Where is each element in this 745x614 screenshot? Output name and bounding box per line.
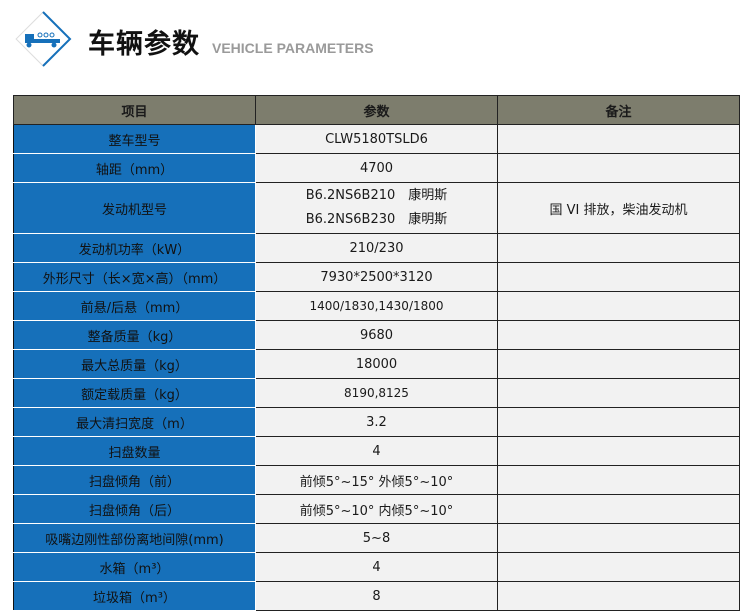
vehicle-parameters-table: 项目 参数 备注 整车型号 CLW5180TSLD6 轴距（mm） 4700 发动机型号… [13, 95, 740, 611]
param-label: 吸嘴边刚性部份离地间隙(mm) [13, 523, 256, 553]
column-header-value: 参数 [255, 95, 498, 125]
page-title: 车辆参数 [88, 29, 200, 60]
param-note [497, 153, 740, 183]
param-label: 垃圾箱（m³） [13, 581, 256, 611]
param-note [497, 465, 740, 495]
param-label: 外形尺寸（长×宽×高）（mm） [13, 262, 256, 292]
column-header-note: 备注 [497, 95, 740, 125]
param-label: 扫盘倾角（后） [13, 494, 256, 524]
param-value: 1400/1830,1430/1800 [255, 291, 498, 321]
param-label: 扫盘数量 [13, 436, 256, 466]
param-note: 国 VI 排放，柴油发动机 [497, 182, 740, 234]
table-row: 发动机型号 B6.2NS6B210 康明斯 B6.2NS6B230 康明斯 国 VI … [13, 182, 740, 234]
param-label: 发动机型号 [13, 182, 256, 234]
param-value: 前倾5°~15° 外倾5°~10° [255, 465, 498, 495]
param-value: 210/230 [255, 233, 498, 263]
table-row: 整备质量（kg） 9680 [13, 320, 740, 350]
param-value: CLW5180TSLD6 [255, 124, 498, 154]
param-note [497, 581, 740, 611]
param-value: 18000 [255, 349, 498, 379]
param-note [497, 436, 740, 466]
param-note [497, 233, 740, 263]
param-note [497, 523, 740, 553]
param-label: 最大清扫宽度（m） [13, 407, 256, 437]
param-label: 整备质量（kg） [13, 320, 256, 350]
param-value: 4 [255, 552, 498, 582]
param-label: 水箱（m³） [13, 552, 256, 582]
param-value: 5~8 [255, 523, 498, 553]
param-value: 7930*2500*3120 [255, 262, 498, 292]
param-label: 额定载质量（kg） [13, 378, 256, 408]
table-row: 垃圾箱（m³） 8 [13, 581, 740, 611]
table-row: 扫盘倾角（前） 前倾5°~15° 外倾5°~10° [13, 465, 740, 495]
param-note [497, 262, 740, 292]
param-value-line: B6.2NS6B230 康明斯 [305, 212, 448, 227]
table-row: 整车型号 CLW5180TSLD6 [13, 124, 740, 154]
param-label: 扫盘倾角（前） [13, 465, 256, 495]
param-label: 最大总质量（kg） [13, 349, 256, 379]
param-value-line: B6.2NS6B210 康明斯 [305, 188, 448, 203]
param-value: 前倾5°~10° 内倾5°~10° [255, 494, 498, 524]
param-value: B6.2NS6B210 康明斯 B6.2NS6B230 康明斯 [255, 182, 498, 234]
table-row: 发动机功率（kW） 210/230 [13, 233, 740, 263]
param-note [497, 291, 740, 321]
table-row: 最大总质量（kg） 18000 [13, 349, 740, 379]
table-row: 扫盘倾角（后） 前倾5°~10° 内倾5°~10° [13, 494, 740, 524]
truck-icon [15, 11, 72, 67]
param-note [497, 378, 740, 408]
param-label: 发动机功率（kW） [13, 233, 256, 263]
param-note [497, 124, 740, 154]
table-row: 水箱（m³） 4 [13, 552, 740, 582]
param-label: 前悬/后悬（mm） [13, 291, 256, 321]
param-value: 9680 [255, 320, 498, 350]
table-row: 外形尺寸（长×宽×高）（mm） 7930*2500*3120 [13, 262, 740, 292]
page-subtitle: VEHICLE PARAMETERS [212, 40, 374, 56]
param-note [497, 552, 740, 582]
param-note [497, 494, 740, 524]
column-header-item: 项目 [13, 95, 256, 125]
table-row: 吸嘴边刚性部份离地间隙(mm) 5~8 [13, 523, 740, 553]
param-note [497, 349, 740, 379]
param-label: 整车型号 [13, 124, 256, 154]
table-row: 前悬/后悬（mm） 1400/1830,1430/1800 [13, 291, 740, 321]
table-row: 额定载质量（kg） 8190,8125 [13, 378, 740, 408]
param-value: 4 [255, 436, 498, 466]
table-row: 最大清扫宽度（m） 3.2 [13, 407, 740, 437]
param-note [497, 320, 740, 350]
param-label: 轴距（mm） [13, 153, 256, 183]
param-value: 3.2 [255, 407, 498, 437]
table-row: 扫盘数量 4 [13, 436, 740, 466]
table-row: 轴距（mm） 4700 [13, 153, 740, 183]
param-value: 4700 [255, 153, 498, 183]
param-value: 8190,8125 [255, 378, 498, 408]
param-value: 8 [255, 581, 498, 611]
param-note [497, 407, 740, 437]
